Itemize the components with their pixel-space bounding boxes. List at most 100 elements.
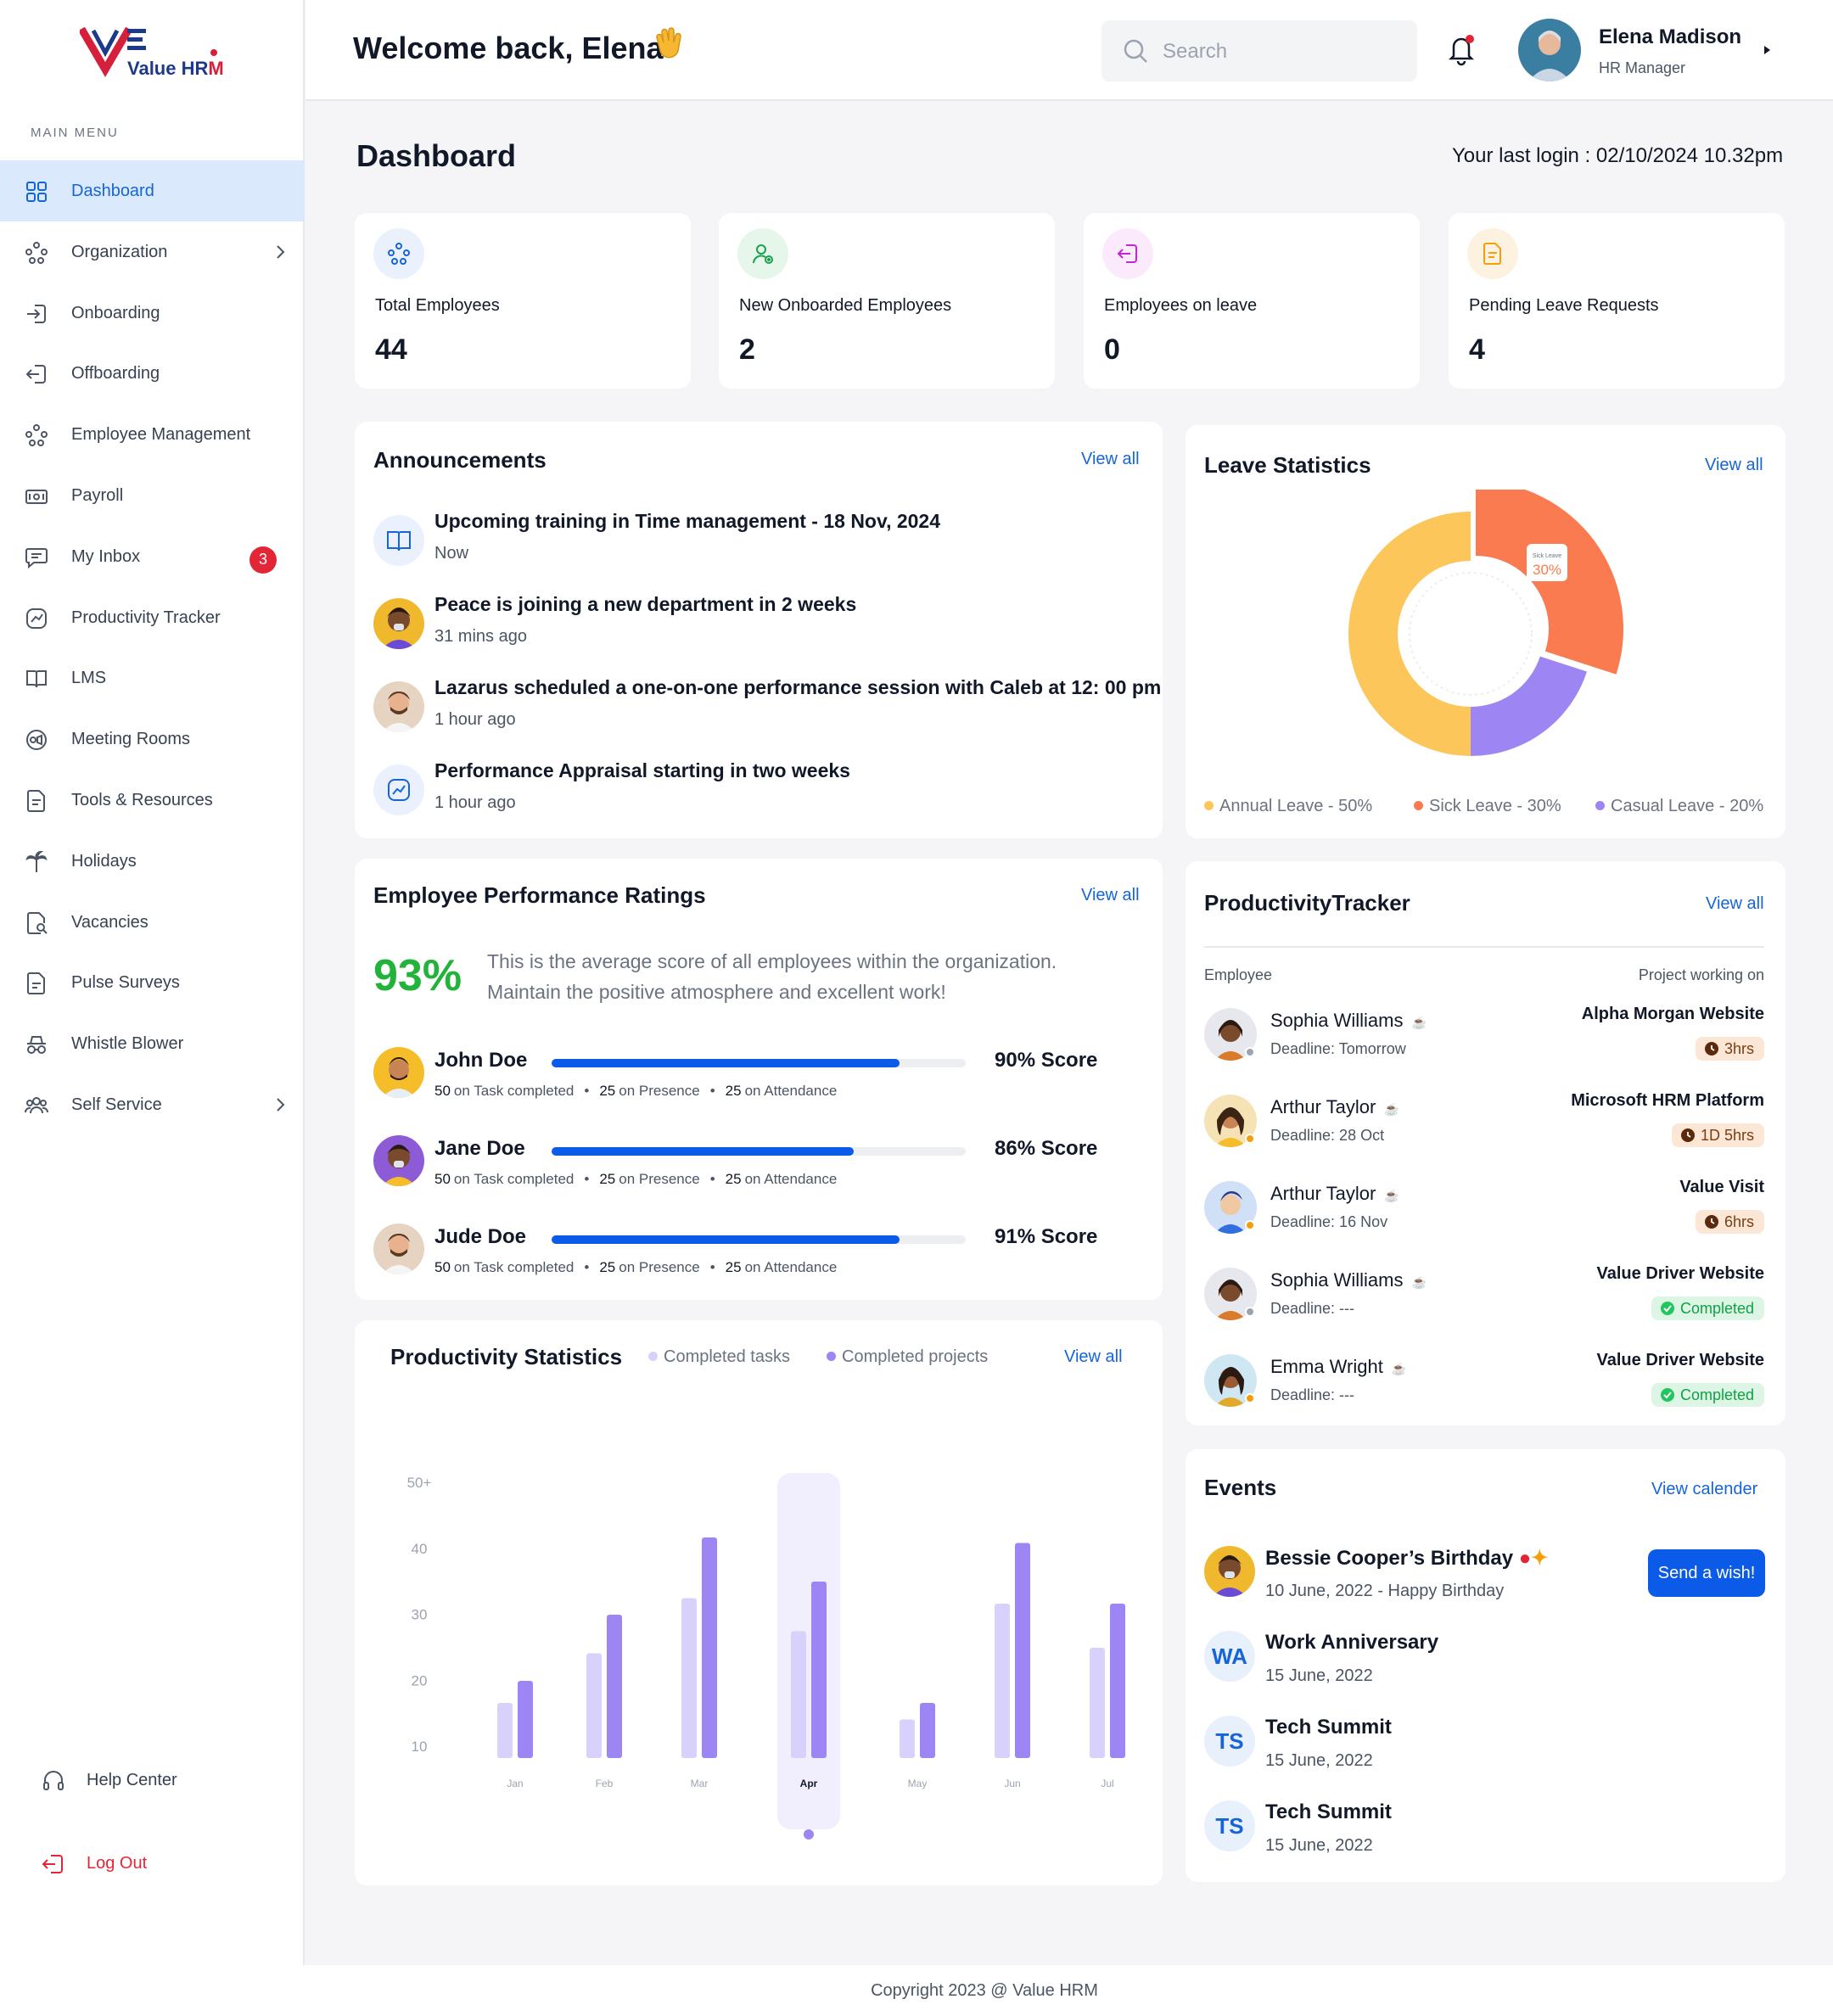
performance-row[interactable]: Jane Doe 86% Score 50 on Task completed • 25 o… (373, 1135, 1137, 1203)
performance-row[interactable]: John Doe 90% Score 50 on Task completed • 25 o… (373, 1047, 1137, 1115)
send-wish-button[interactable]: Send a wish! (1648, 1549, 1765, 1597)
sidebar-item-dashboard[interactable]: Dashboard (0, 160, 305, 221)
performance-score: 86% Score (995, 1137, 1098, 1160)
leave-statistics-view-all[interactable]: View all (1705, 456, 1763, 474)
announcement-time: 1 hour ago (434, 710, 516, 729)
bullet-separator: • (584, 1259, 590, 1275)
stat-value: 4 (1469, 333, 1485, 366)
sidebar-item-label: Employee Management (71, 425, 251, 445)
employee-name: Emma Wright (1270, 1356, 1383, 1377)
sidebar-item-pulse-surveys[interactable]: Pulse Surveys (0, 952, 305, 1013)
announcement-item[interactable]: Peace is joining a new department in 2 w… (373, 593, 1137, 669)
waving-hand-icon (656, 27, 681, 59)
search-box[interactable]: Search (1101, 20, 1417, 81)
incognito-icon (27, 1036, 46, 1055)
bullet-separator: • (709, 1259, 715, 1275)
stat-card[interactable]: Employees on leave 0 (1084, 213, 1420, 389)
logout-icon (25, 365, 46, 384)
sidebar-item-whistle-blower[interactable]: Whistle Blower (0, 1013, 305, 1074)
stat-card[interactable]: Total Employees 44 (355, 213, 691, 389)
donut-inner-ring (1409, 572, 1533, 696)
logout-icon (42, 1855, 63, 1873)
meta-value: 25 (599, 1083, 616, 1099)
meta-value: 50 (434, 1171, 451, 1187)
sidebar-item-self-service[interactable]: Self Service (0, 1074, 305, 1135)
user-avatar[interactable] (1518, 19, 1581, 81)
palm-icon (25, 850, 48, 872)
tracker-row[interactable]: Sophia Williams ☕ Deadline: --- Value Drive… (1204, 1264, 1764, 1336)
x-tick-label: Mar (691, 1778, 709, 1789)
sidebar-item-vacancies[interactable]: Vacancies (0, 892, 305, 953)
sidebar-item-help-center[interactable]: Help Center (0, 1750, 305, 1811)
sidebar-item-employee-management[interactable]: Employee Management (0, 404, 305, 465)
stat-card[interactable]: Pending Leave Requests 4 (1449, 213, 1785, 389)
announcement-title: Lazarus scheduled a one-on-one performan… (434, 676, 1162, 698)
coffee-icon: ☕ (1384, 1189, 1399, 1202)
sidebar-item-holidays[interactable]: Holidays (0, 831, 305, 892)
caret-right-icon[interactable] (1762, 44, 1772, 56)
event-item: WA Work Anniversary 15 June, 2022 (1204, 1631, 1764, 1707)
completed-badge: Completed (1651, 1383, 1764, 1407)
tracker-row[interactable]: Arthur Taylor ☕ Deadline: 28 Oct Microsoft … (1204, 1091, 1764, 1162)
sidebar-item-offboarding[interactable]: Offboarding (0, 343, 305, 404)
donut-slice (1471, 656, 1587, 756)
tracker-employee: Arthur Taylor ☕ (1270, 1183, 1399, 1205)
performance-row[interactable]: Jude Doe 91% Score 50 on Task completed • 25 o… (373, 1224, 1137, 1291)
chevron-right-icon[interactable] (274, 243, 286, 261)
announcements-view-all[interactable]: View all (1081, 450, 1140, 468)
event-subtitle: 15 June, 2022 (1265, 1836, 1373, 1855)
event-title: Work Anniversary (1265, 1631, 1439, 1654)
logout-button[interactable]: Log Out (0, 1833, 305, 1894)
performance-view-all[interactable]: View all (1081, 886, 1140, 904)
sidebar-item-label: Dashboard (71, 182, 154, 200)
meta-label: on Attendance (744, 1171, 838, 1187)
announcement-item[interactable]: Lazarus scheduled a one-on-one performan… (373, 676, 1161, 753)
sidebar-item-lms[interactable]: LMS (0, 647, 305, 708)
view-calendar-link[interactable]: View calender (1651, 1480, 1758, 1498)
clock-icon (1704, 1042, 1718, 1056)
productivity-statistics-card: Productivity Statistics Completed tasks … (355, 1320, 1163, 1885)
grid-icon (26, 182, 47, 202)
sidebar-item-tools-resources[interactable]: Tools & Resources (0, 770, 305, 831)
x-tick-label: Jul (1101, 1778, 1113, 1789)
sidebar-item-label: My Inbox (71, 546, 141, 566)
sidebar-item-organization[interactable]: Organization (0, 221, 305, 283)
sidebar-item-my-inbox[interactable]: My Inbox 3 (0, 526, 305, 587)
y-tick-label: 20 (412, 1672, 428, 1688)
chevron-right-icon[interactable] (274, 1095, 286, 1114)
donut-slice (1348, 512, 1471, 756)
sidebar-item-onboarding[interactable]: Onboarding (0, 283, 305, 344)
stat-label: Employees on leave (1104, 296, 1258, 315)
sidebar-item-productivity-tracker[interactable]: Productivity Tracker (0, 587, 305, 648)
meta-label: on Task completed (453, 1171, 575, 1187)
x-tick-label: May (908, 1778, 928, 1789)
avatar (373, 598, 424, 649)
meta-label: on Task completed (453, 1083, 575, 1099)
time-badge: 1D 5hrs (1671, 1123, 1764, 1147)
avatar (373, 1135, 424, 1186)
announcement-item[interactable]: Performance Appraisal starting in two we… (373, 759, 1137, 836)
clock-icon (1704, 1215, 1718, 1229)
deadline: Deadline: --- (1270, 1386, 1355, 1403)
user-name: Elena Madison (1599, 25, 1742, 48)
score-description: Maintain the positive atmosphere and exc… (487, 981, 946, 1003)
sidebar-item-payroll[interactable]: Payroll (0, 465, 305, 526)
meta-label: on Attendance (744, 1259, 838, 1275)
sidebar-item-meeting-rooms[interactable]: Meeting Rooms (0, 708, 305, 770)
tracker-row[interactable]: Arthur Taylor ☕ Deadline: 16 Nov Value Visi… (1204, 1178, 1764, 1249)
stat-card[interactable]: New Onboarded Employees 2 (719, 213, 1055, 389)
announcement-item[interactable]: Upcoming training in Time management - 1… (373, 510, 1137, 586)
productivity-tracker-view-all[interactable]: View all (1706, 894, 1764, 913)
sidebar-item-label: Productivity Tracker (71, 608, 221, 627)
event-title: Bessie Cooper’s Birthday ●✦ (1265, 1547, 1549, 1570)
divider (1204, 946, 1764, 948)
productivity-statistics-view-all[interactable]: View all (1064, 1347, 1123, 1366)
event-initials: TS (1204, 1716, 1255, 1767)
stat-label: Total Employees (375, 296, 500, 315)
sidebar-item-label: Organization (71, 242, 168, 261)
welcome-heading: Welcome back, Elena (353, 31, 664, 65)
tracker-row[interactable]: Sophia Williams ☕ Deadline: Tomorrow Alpha … (1204, 1005, 1764, 1076)
tracker-row[interactable]: Emma Wright ☕ Deadline: --- Value Driver We… (1204, 1351, 1764, 1422)
people-icon (25, 424, 48, 447)
notification-bell-icon[interactable] (1446, 32, 1477, 66)
